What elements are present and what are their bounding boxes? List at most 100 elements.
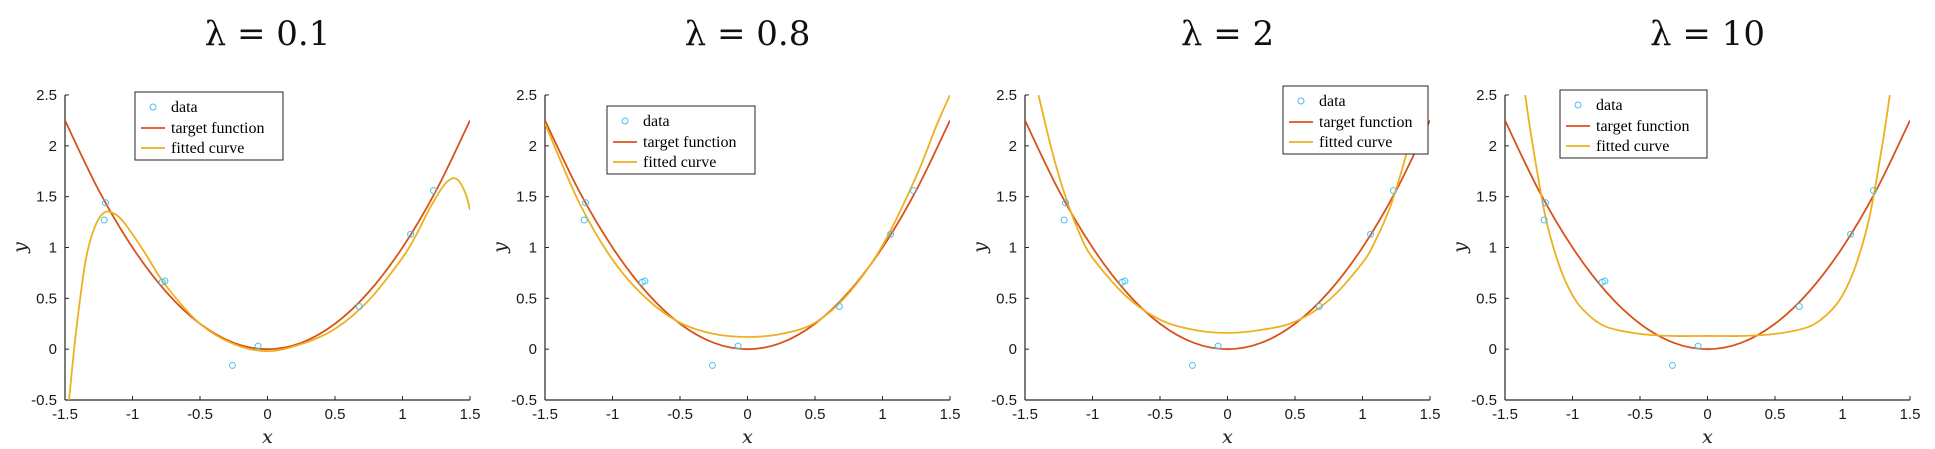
y-tick-label: -0.5 [31, 392, 57, 409]
x-tick-label: 1 [1358, 406, 1366, 423]
y-tick-label: 1.5 [996, 189, 1017, 206]
y-tick-label: 2 [49, 138, 57, 155]
legend-data-marker [1574, 101, 1582, 109]
y-tick-label: 1.5 [1476, 189, 1497, 206]
data-point [1121, 277, 1129, 285]
y-tick-label: 0 [1009, 341, 1017, 358]
data-point [1668, 361, 1676, 369]
legend-label: fitted curve [643, 154, 716, 171]
x-tick-label: -0.5 [187, 406, 213, 423]
x-tick-label: -0.5 [1147, 406, 1173, 423]
chart-title: λ = 10 [1650, 14, 1765, 54]
plot-area [545, 95, 950, 369]
chart-title: λ = 2 [1181, 14, 1274, 54]
x-tick-label: 1 [1838, 406, 1846, 423]
data-point [1214, 342, 1222, 350]
x-tick-label: 0 [743, 406, 751, 423]
y-tick-label: 1 [1489, 240, 1497, 257]
legend: data target function fitted curve [1282, 85, 1429, 155]
plot-area [1505, 95, 1910, 369]
x-tick-label: 1.5 [1900, 406, 1921, 423]
data-point [1847, 230, 1855, 238]
legend-label: target function [643, 134, 736, 151]
y-axis-label: y [1449, 242, 1471, 254]
data-point [1062, 199, 1069, 207]
x-tick-label: 1.5 [460, 406, 481, 423]
plot-area [65, 120, 470, 400]
x-tick-label: -1.5 [1492, 406, 1518, 423]
legend-label: target function [1596, 118, 1689, 135]
x-tick-label: -1 [1086, 406, 1099, 423]
legend-data-marker [621, 117, 629, 125]
legend-label: target function [1319, 114, 1412, 131]
x-tick-label: 1.5 [1420, 406, 1441, 423]
data-point [1601, 277, 1609, 285]
legend-label: fitted curve [171, 140, 244, 157]
x-tick-label: -0.5 [667, 406, 693, 423]
chart-panel-2: λ = 0.8 -1.5 -1 -0.5 0 0.5 1 1.5 -0.5 0 0.5 1 1.5 2 2.… [489, 14, 960, 448]
chart-panel-3: λ = 2 -1.5 -1 -0.5 0 0.5 1 1.5 -0.5 0 0.5 1 1.5 2 2.5 x… [969, 14, 1440, 448]
legend-data-marker [149, 103, 157, 111]
x-tick-label: 1 [398, 406, 406, 423]
target-function-line [1505, 120, 1910, 351]
x-tick-label: 0.5 [1765, 406, 1786, 423]
x-tick-label: 0 [263, 406, 271, 423]
chart-title: λ = 0.1 [205, 14, 331, 54]
data-point [1870, 187, 1878, 195]
y-tick-label: -0.5 [511, 392, 537, 409]
fitted-curve-line [68, 177, 470, 400]
data-point [1542, 199, 1549, 207]
x-tick-label: 0 [1703, 406, 1711, 423]
data-point [582, 199, 589, 207]
x-tick-label: -1.5 [532, 406, 558, 423]
legend-label: data [1319, 93, 1346, 110]
data-point [1188, 361, 1196, 369]
y-tick-label: 1 [529, 240, 537, 257]
data-point [708, 361, 716, 369]
y-tick-label: 0.5 [996, 290, 1017, 307]
data-point [580, 216, 588, 224]
data-point [228, 361, 236, 369]
data-point [254, 342, 262, 350]
data-point [1315, 302, 1323, 310]
legend-label: target function [171, 120, 264, 137]
x-tick-label: 0 [1223, 406, 1231, 423]
x-tick-label: 0.5 [325, 406, 346, 423]
data-point [887, 230, 895, 238]
x-axis-label: x [742, 426, 753, 448]
data-point [1060, 216, 1068, 224]
plot-area [1025, 95, 1430, 369]
data-point [1540, 216, 1548, 224]
x-tick-label: -1 [126, 406, 139, 423]
y-tick-label: 2 [1009, 138, 1017, 155]
legend-label: data [1596, 97, 1623, 114]
chart-title: λ = 0.8 [685, 14, 811, 54]
data-point [1367, 230, 1375, 238]
x-tick-label: -1 [606, 406, 619, 423]
y-tick-label: 2.5 [1476, 87, 1497, 104]
legend-label: fitted curve [1319, 134, 1392, 151]
y-axis-label: y [9, 242, 31, 254]
y-tick-label: 1 [1009, 240, 1017, 257]
y-tick-label: 0 [1489, 341, 1497, 358]
data-point [910, 187, 918, 195]
y-tick-label: 1.5 [516, 189, 537, 206]
target-function-line [545, 120, 950, 351]
data-point [102, 199, 109, 207]
x-axis-label: x [262, 426, 273, 448]
legend-data-marker [1297, 97, 1305, 105]
x-tick-label: -1 [1566, 406, 1579, 423]
fitted-curve-line [1037, 95, 1425, 334]
data-point [641, 277, 649, 285]
data-point [835, 302, 843, 310]
y-tick-label: 1 [49, 240, 57, 257]
x-tick-label: -0.5 [1627, 406, 1653, 423]
y-tick-label: 0.5 [1476, 290, 1497, 307]
x-axis-label: x [1222, 426, 1233, 448]
x-tick-label: 0.5 [1285, 406, 1306, 423]
y-axis-label: y [489, 242, 511, 254]
legend: data target function fitted curve [606, 105, 756, 175]
y-tick-label: 2.5 [516, 87, 537, 104]
y-tick-label: 0.5 [516, 290, 537, 307]
